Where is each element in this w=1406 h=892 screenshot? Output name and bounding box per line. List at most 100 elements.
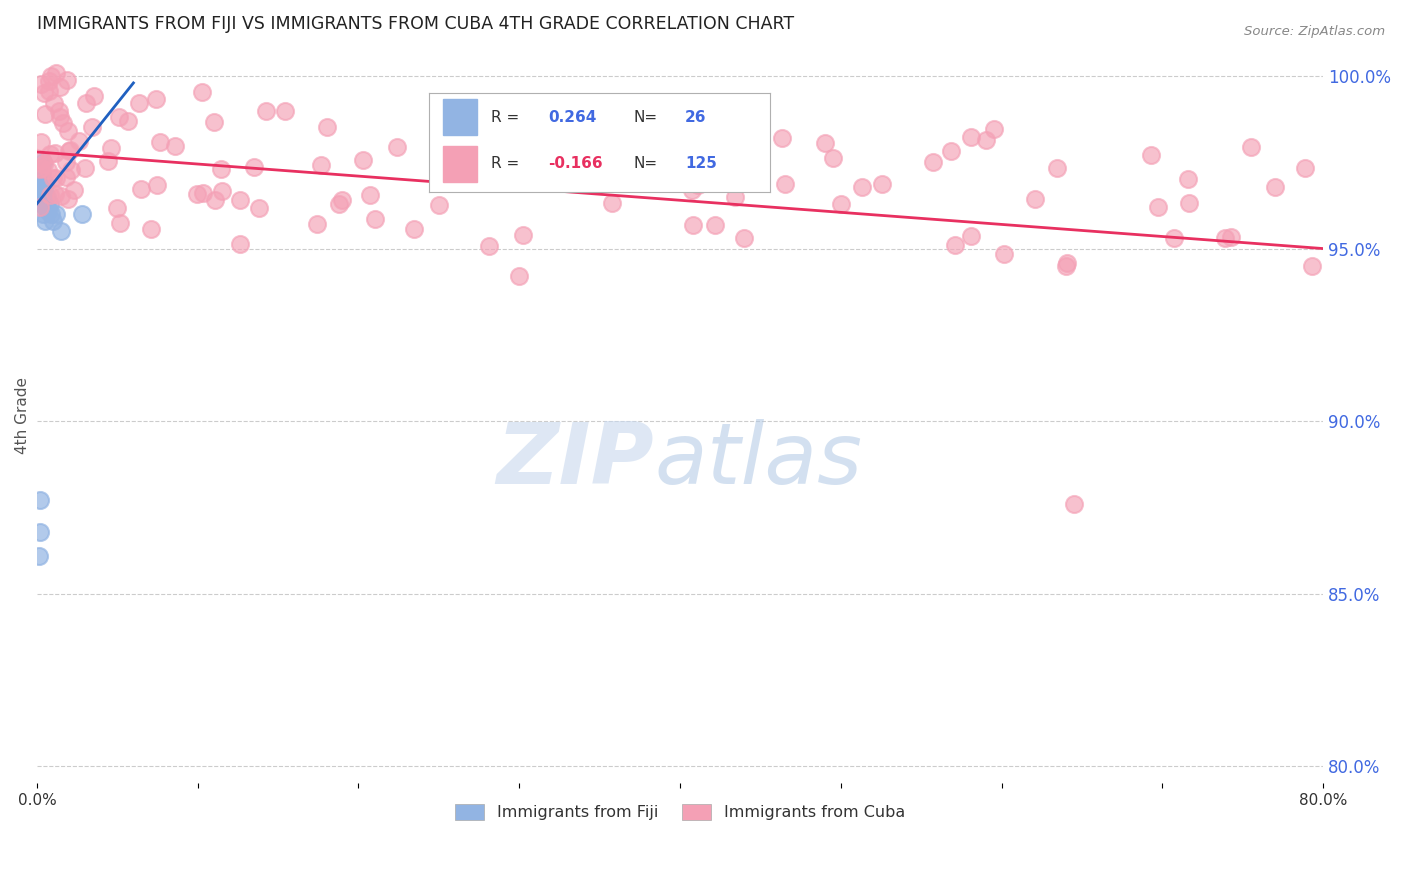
- Point: [42, 214, 65, 228]
- Point: [311, 158, 333, 172]
- Point: [70, 207, 93, 221]
- Point: [243, 160, 266, 174]
- Point: [97, 153, 120, 168]
- Point: [31, 190, 53, 204]
- Point: [703, 218, 725, 232]
- Point: [316, 120, 339, 135]
- Point: [108, 110, 131, 124]
- Point: [83, 89, 105, 103]
- Point: [45, 207, 67, 221]
- Point: [512, 227, 534, 242]
- Point: [56, 73, 79, 87]
- Point: [1178, 195, 1201, 210]
- Point: [128, 95, 150, 110]
- Point: [959, 130, 981, 145]
- Point: [52, 116, 75, 130]
- Point: [32, 183, 55, 197]
- Point: [682, 218, 704, 232]
- Point: [56, 124, 79, 138]
- Point: [41, 207, 63, 221]
- Point: [149, 135, 172, 149]
- Point: [305, 217, 328, 231]
- Point: [444, 126, 467, 140]
- Point: [146, 178, 169, 192]
- Point: [1146, 200, 1168, 214]
- Point: [39, 147, 62, 161]
- Point: [1264, 180, 1286, 194]
- Legend: Immigrants from Fiji, Immigrants from Cuba: Immigrants from Fiji, Immigrants from Cu…: [449, 797, 911, 827]
- Point: [1301, 259, 1323, 273]
- Point: [31, 166, 53, 180]
- Text: IMMIGRANTS FROM FIJI VS IMMIGRANTS FROM CUBA 4TH GRADE CORRELATION CHART: IMMIGRANTS FROM FIJI VS IMMIGRANTS FROM …: [37, 15, 794, 33]
- Point: [1239, 140, 1261, 154]
- Point: [49, 224, 72, 238]
- Point: [1054, 259, 1077, 273]
- Point: [35, 190, 58, 204]
- Point: [870, 177, 893, 191]
- Point: [37, 203, 59, 218]
- Point: [1140, 148, 1163, 162]
- Point: [63, 183, 86, 197]
- Point: [38, 74, 60, 88]
- Point: [724, 190, 747, 204]
- Point: [34, 194, 56, 208]
- Point: [328, 196, 350, 211]
- Point: [75, 161, 97, 175]
- Point: [35, 196, 58, 211]
- Point: [34, 200, 56, 214]
- Point: [943, 238, 966, 252]
- Point: [51, 188, 73, 202]
- Point: [387, 140, 409, 154]
- Point: [770, 131, 793, 145]
- Point: [145, 92, 167, 106]
- Point: [959, 229, 981, 244]
- Point: [814, 136, 837, 151]
- Point: [42, 96, 65, 111]
- Point: [31, 153, 53, 167]
- Point: [34, 86, 56, 100]
- Point: [247, 201, 270, 215]
- Point: [1163, 231, 1185, 245]
- Point: [773, 177, 796, 191]
- Text: ZIP: ZIP: [496, 418, 654, 501]
- Point: [508, 269, 530, 284]
- Point: [48, 111, 70, 125]
- Point: [1024, 192, 1046, 206]
- Point: [974, 133, 997, 147]
- Point: [688, 178, 710, 193]
- Point: [34, 106, 56, 120]
- Point: [105, 201, 128, 215]
- Point: [32, 157, 55, 171]
- Point: [983, 122, 1005, 136]
- Point: [1220, 230, 1243, 244]
- Point: [993, 247, 1015, 261]
- Point: [59, 143, 82, 157]
- Point: [229, 236, 252, 251]
- Point: [44, 186, 66, 201]
- Point: [48, 103, 70, 118]
- Point: [404, 222, 426, 236]
- Point: [427, 198, 450, 212]
- Point: [55, 155, 77, 169]
- Point: [131, 181, 153, 195]
- Point: [478, 238, 501, 252]
- Point: [30, 524, 52, 539]
- Point: [45, 171, 67, 186]
- Point: [55, 169, 77, 184]
- Point: [1046, 161, 1069, 176]
- Point: [32, 155, 55, 169]
- Point: [67, 134, 90, 148]
- Point: [139, 222, 162, 236]
- Point: [34, 186, 56, 201]
- Point: [28, 161, 51, 176]
- Point: [725, 163, 748, 178]
- Point: [851, 179, 873, 194]
- Text: Source: ZipAtlas.com: Source: ZipAtlas.com: [1244, 25, 1385, 38]
- Point: [30, 200, 52, 214]
- Point: [830, 196, 852, 211]
- Point: [254, 103, 277, 118]
- Point: [681, 184, 703, 198]
- Point: [821, 151, 844, 165]
- Point: [733, 231, 755, 245]
- Point: [939, 145, 962, 159]
